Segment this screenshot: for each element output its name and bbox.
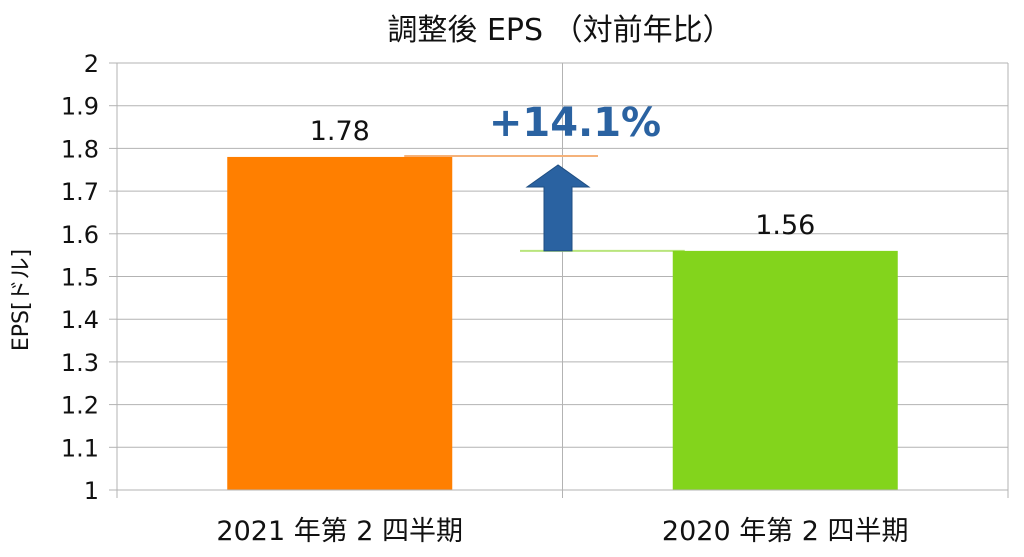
bar [672, 250, 898, 490]
y-tick-label: 2 [84, 50, 99, 78]
bar-value-label: 1.56 [755, 210, 815, 241]
x-tick-labels: 2021 年第 2 四半期 2020 年第 2 四半期 [216, 516, 908, 547]
y-tick-labels: 1 1.1 1.2 1.3 1.4 1.5 1.6 1.7 1.8 1.9 2 [61, 50, 99, 505]
bar [227, 156, 453, 490]
axes [109, 62, 1009, 498]
x-category-label: 2020 年第 2 四半期 [662, 516, 909, 547]
up-arrow-icon [525, 164, 591, 252]
chart-title: 調整後 EPS （対前年比） [387, 13, 732, 48]
bars [227, 156, 898, 490]
x-category-label: 2021 年第 2 四半期 [216, 516, 463, 547]
y-tick-label: 1.8 [61, 135, 99, 163]
y-tick-label: 1.7 [61, 178, 99, 206]
y-tick-label: 1 [84, 477, 99, 505]
y-tick-label: 1.6 [61, 221, 99, 249]
y-tick-label: 1.4 [61, 306, 99, 334]
y-tick-label: 1.2 [61, 392, 99, 420]
data-labels: 1.78 1.56 [310, 116, 816, 241]
change-annotation: +14.1% [489, 100, 661, 252]
y-tick-label: 1.3 [61, 349, 99, 377]
bar-value-label: 1.78 [310, 116, 370, 147]
change-percentage-label: +14.1% [489, 100, 661, 146]
y-tick-label: 1.9 [61, 93, 99, 121]
y-axis-label: EPS[ドル] [9, 249, 34, 351]
y-tick-label: 1.5 [61, 264, 99, 292]
y-tick-label: 1.1 [61, 434, 99, 462]
